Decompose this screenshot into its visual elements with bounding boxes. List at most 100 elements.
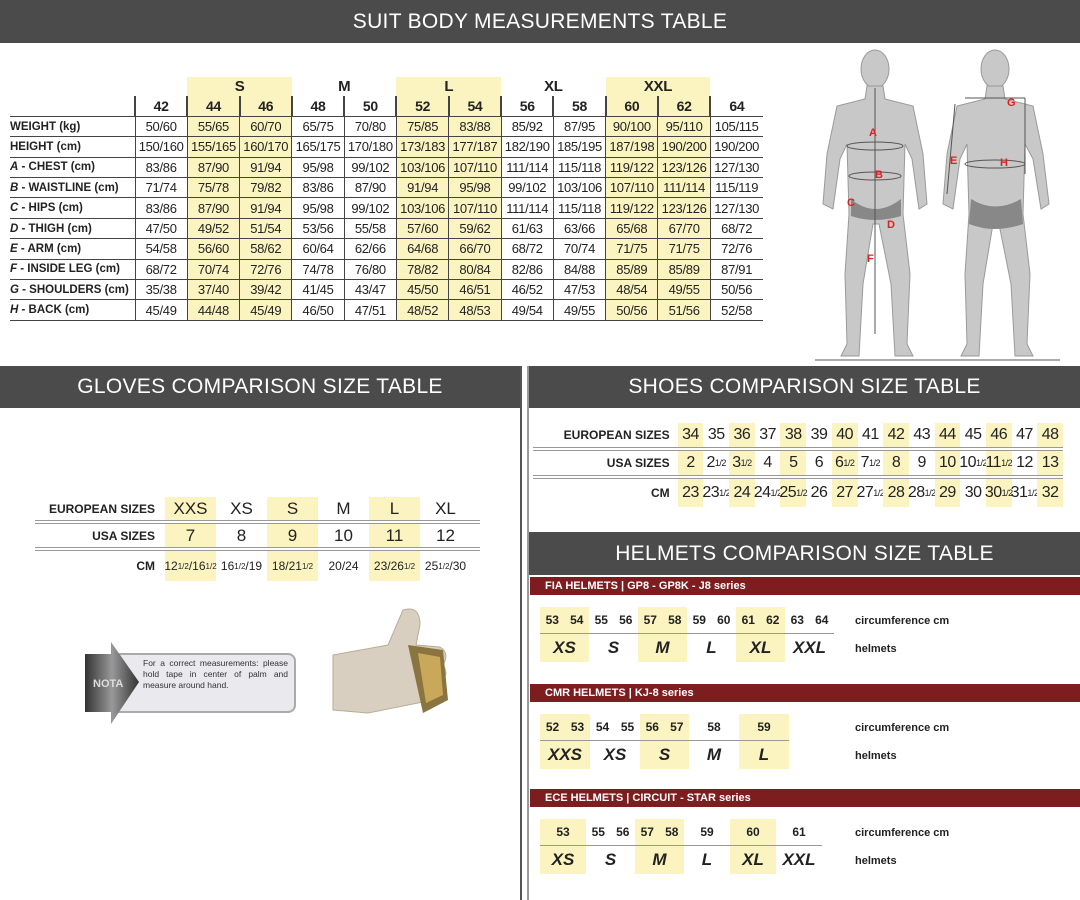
table-cell: 67/70 [657, 218, 711, 240]
circumference-value: 56 [645, 720, 659, 734]
row-label: EUROPEAN SIZES [48, 501, 155, 516]
circumference-values: 63 64 [785, 607, 834, 634]
circumference-values: 57 58 [635, 819, 684, 846]
size-group-label: L [396, 77, 502, 96]
thumbs-up-illustration [332, 608, 448, 714]
table-cell: 107/110 [605, 177, 658, 199]
cm-part: 1/2 [177, 561, 189, 571]
table-cell: 99/102 [500, 177, 554, 199]
size-fraction: 1/2 [1027, 488, 1039, 498]
circumference-values: 61 62 [736, 607, 785, 634]
circumference-value: 52 [545, 720, 560, 734]
empty-cell [10, 77, 135, 96]
table-row: H - BACK (cm) 45/49 44/48 45/49 46/50 47/51 48… [10, 299, 763, 321]
table-cell: 185/195 [552, 136, 606, 158]
table-cell: 127/130 [709, 157, 763, 179]
circumference-value: 59 [692, 613, 706, 627]
gloves-cell: 25 1/2/30 [420, 551, 471, 581]
row-label: EUROPEAN SIZES [563, 428, 670, 442]
table-cell: 170/180 [343, 136, 397, 158]
table-cell: 49/54 [500, 299, 554, 321]
circumference-value: 62 [766, 613, 780, 627]
size-main: 11 [985, 454, 1002, 471]
table-cell: 99/102 [343, 157, 397, 179]
size-fraction: 1/2 [869, 458, 881, 468]
helmets-label: helmets [855, 750, 897, 762]
shoes-cell: 38 [780, 423, 807, 447]
table-cell: 62/66 [343, 238, 397, 260]
size-main: 42 [887, 426, 905, 443]
row-letter: C [10, 202, 19, 215]
size-fraction: 1/2 [770, 488, 782, 498]
helmet-size: XXL [792, 638, 827, 657]
shoes-title: SHOES COMPARISON SIZE TABLE [628, 375, 981, 398]
helmet-size-table: 53 XS 55 56 S 57 58 M 59 L 60 XL 61 XXL [540, 819, 822, 874]
shoes-cell: 4 [755, 451, 781, 475]
circumference-value: 54 [570, 613, 584, 627]
size-main: 2 [706, 454, 716, 471]
table-cell: 46/51 [448, 279, 502, 301]
size-main: 12 [1016, 454, 1033, 471]
row-label-text: - WAISTLINE (cm) [18, 181, 119, 194]
size-main: 23 [682, 484, 699, 501]
gloves-size-table: EUROPEAN SIZES XXS XS S M L XL USA SIZES 7 8 9 10 11… [35, 497, 480, 581]
table-cell: 95/110 [657, 116, 711, 138]
size-main: 30 [984, 484, 1002, 501]
table-cell: 90/100 [605, 116, 658, 138]
size-main: 37 [759, 426, 776, 443]
table-cell: 107/110 [448, 197, 502, 219]
cm-part: 1/2 [438, 561, 450, 571]
row-letter: F [10, 263, 18, 276]
circumference-value: 54 [595, 720, 610, 734]
table-cell: 75/78 [186, 177, 240, 199]
helmet-size-group: 57 58 M [635, 819, 684, 874]
table-cell: 35/38 [134, 279, 188, 301]
table-cell: 50/56 [605, 299, 658, 321]
table-cell: 68/72 [134, 259, 188, 281]
circumference-label: circumference cm [855, 827, 950, 839]
row-label-text: - BACK (cm) [18, 304, 90, 317]
circumference-value: 64 [815, 613, 829, 627]
shoes-cell: 10 1/2 [959, 451, 987, 475]
helmet-size-group: 54 55 XS [590, 714, 640, 769]
cm-part: 12 [164, 559, 178, 573]
gloves-row-cm: CM 12 1/2/16 1/2 16 1/2/19 18/21 1/2 20/24 23/26 1… [35, 551, 480, 581]
row-label-text: - HIPS (cm) [18, 202, 83, 215]
cm-part: 1/2 [403, 561, 416, 571]
circumference-label: circumference cm [855, 615, 950, 627]
size-main: 43 [913, 426, 931, 443]
table-cell: 103/106 [395, 197, 449, 219]
shoes-cell: 37 [755, 423, 781, 447]
circumference-value: 53 [556, 825, 570, 839]
circumference-value: 59 [757, 720, 771, 734]
table-cell: 53/56 [291, 218, 345, 240]
table-cell: 48/54 [605, 279, 658, 301]
circumference-value: 60 [717, 613, 731, 627]
helmet-size: XL [749, 638, 772, 657]
circumference-value: 63 [790, 613, 804, 627]
size-header: 48 [290, 96, 345, 117]
gloves-cell: 20/24 [318, 551, 369, 581]
circumference-values: 56 57 [640, 714, 689, 741]
size-main: 29 [939, 484, 956, 501]
size-main: 35 [707, 426, 725, 443]
row-letter: D [10, 222, 19, 235]
row-label: HEIGHT (cm) [10, 136, 135, 158]
table-row: HEIGHT (cm) 150/160 155/165 160/170 165/175 1… [10, 136, 763, 158]
table-cell: 70/74 [186, 259, 240, 281]
row-label: CM [136, 559, 155, 573]
helmet-size: S [658, 745, 671, 764]
table-cell: 55/58 [343, 218, 397, 240]
size-fraction: 1/2 [740, 458, 753, 468]
helmet-size-group: 59 60 L [687, 607, 736, 662]
shoes-size-table: EUROPEAN SIZES 34 35 36 37 38 39 40 41 42 43 44 45 46… [533, 423, 1063, 507]
circumference-value: 61 [792, 825, 806, 839]
helmet-size: XS [553, 638, 576, 657]
table-cell: 187/198 [605, 136, 658, 158]
circumference-value: 61 [741, 613, 755, 627]
table-cell: 45/49 [239, 299, 292, 321]
shoes-cell: 9 [909, 451, 935, 475]
body-measurement-figures: A B C D E F G H [815, 49, 1060, 361]
helmet-size-table: 52 53 XXS 54 55 XS 56 57 S 58 M 59 L [540, 714, 789, 769]
shoes-cell: 26 [806, 479, 832, 507]
